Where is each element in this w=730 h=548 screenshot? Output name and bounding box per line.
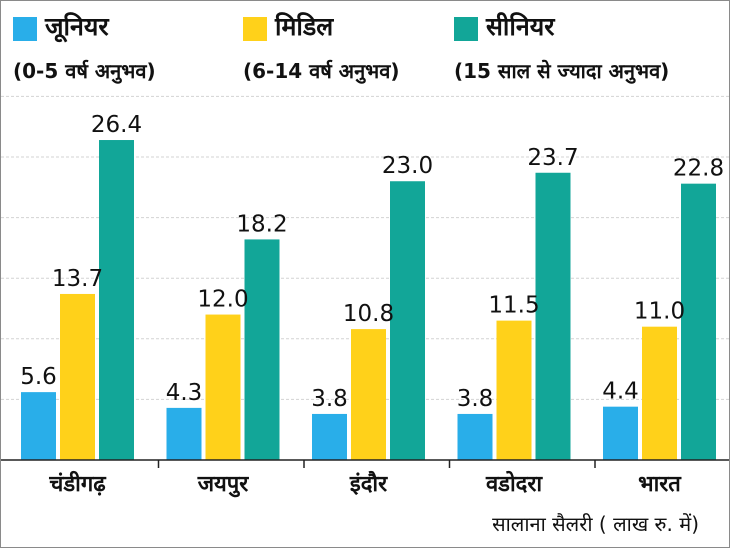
data-label-junior: 5.6	[20, 364, 57, 390]
legend-swatch-senior	[454, 17, 478, 41]
legend-subtitle-senior: (15 साल से ज्यादा अनुभव)	[454, 59, 670, 83]
bar-junior	[603, 406, 638, 460]
bar-junior	[312, 413, 347, 460]
data-label-junior: 4.3	[166, 380, 203, 406]
bar-middle	[205, 314, 241, 460]
data-label-senior: 18.2	[236, 211, 287, 237]
data-label-junior: 3.8	[457, 386, 494, 412]
bar-senior	[244, 239, 280, 460]
data-label-middle: 11.5	[488, 293, 539, 319]
category-label: इंदौर	[349, 470, 388, 497]
bar-junior	[21, 392, 56, 460]
value-labels-group: 5.6 13.7 26.4 4.3 12.0 18.2 3.8 10.8 23.0 3.8 11.5…	[20, 112, 724, 412]
bar-middle	[60, 293, 95, 460]
legend-label-middle: मिडिल	[275, 12, 334, 41]
category-label: वडोदरा	[485, 470, 543, 497]
data-label-senior: 23.7	[527, 145, 578, 171]
legend-label-senior: सीनियर	[486, 12, 555, 41]
data-label-junior: 3.8	[311, 386, 348, 412]
x-axis-title: सालाना सैलरी ( लाख रु. में)	[492, 512, 699, 536]
data-label-middle: 11.0	[634, 299, 685, 325]
bar-senior	[535, 172, 571, 461]
category-label: भारत	[638, 472, 682, 497]
legend-subtitle-middle: (6-14 वर्ष अनुभव)	[243, 59, 400, 83]
bar-senior	[99, 140, 134, 461]
category-label: चंडीगढ़	[48, 470, 107, 497]
bars-group	[21, 140, 716, 461]
legend-swatch-junior	[13, 17, 37, 41]
bar-middle	[496, 320, 532, 460]
category-labels-group: चंडीगढ़ जयपुर इंदौर वडोदरा भारत	[48, 470, 682, 498]
data-label-junior: 4.4	[602, 379, 639, 405]
bar-junior	[457, 413, 493, 460]
x-axis-ticks	[157, 460, 596, 468]
data-label-middle: 10.8	[343, 301, 394, 327]
data-label-senior: 26.4	[91, 112, 142, 138]
category-label: जयपुर	[197, 472, 250, 498]
data-label-senior: 22.8	[673, 156, 724, 182]
bar-senior	[390, 181, 425, 461]
legend-subtitle-junior: (0-5 वर्ष अनुभव)	[13, 59, 156, 83]
legend-label-junior: जूनियर	[45, 12, 109, 41]
bar-junior	[166, 407, 202, 460]
bar-senior	[681, 183, 716, 460]
data-label-middle: 12.0	[197, 287, 248, 313]
data-label-senior: 23.0	[382, 153, 433, 179]
data-label-middle: 13.7	[52, 266, 103, 292]
bar-middle	[642, 326, 677, 460]
bar-middle	[351, 329, 386, 460]
legend-swatch-middle	[243, 17, 267, 41]
